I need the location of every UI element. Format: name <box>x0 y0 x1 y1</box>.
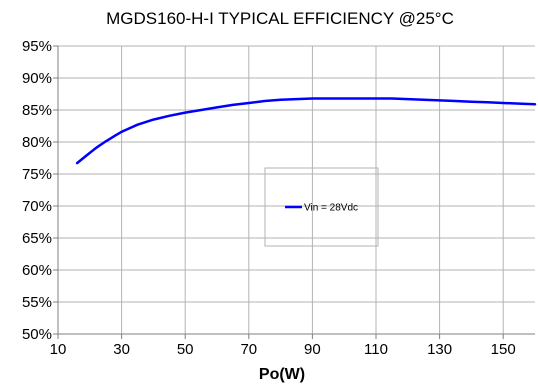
legend-label: Vin = 28Vdc <box>304 203 358 214</box>
legend: Vin = 28Vdc <box>264 167 379 247</box>
y-tick-label: 90% <box>22 70 52 87</box>
x-tick-label: 130 <box>427 341 452 358</box>
x-axis-label: Po(W) <box>259 366 305 383</box>
y-tick-label: 60% <box>22 262 52 279</box>
tick-labels: 50% 55% 60% 65% 70% 75% 80% 85% 90% 95% 10 30 50 70 90… <box>22 38 516 358</box>
x-tick-label: 110 <box>364 341 388 358</box>
series-layer <box>75 97 537 165</box>
x-tick-label: 90 <box>304 341 321 358</box>
y-tick-label: 80% <box>22 134 52 151</box>
y-tick-label: 65% <box>22 230 52 247</box>
y-tick-label: 55% <box>22 294 52 311</box>
y-tick-label: 95% <box>22 38 52 55</box>
x-tick-label: 50 <box>177 341 194 358</box>
legend-box <box>264 167 379 247</box>
grid-lines <box>57 45 535 335</box>
x-tick-label: 150 <box>491 341 516 358</box>
series-line <box>75 97 537 165</box>
axes <box>53 45 535 339</box>
y-tick-label: 85% <box>22 102 52 119</box>
y-tick-label: 70% <box>22 198 52 215</box>
x-tick-label: 70 <box>240 341 257 358</box>
y-tick-label: 75% <box>22 166 52 183</box>
x-tick-label: 10 <box>50 341 67 358</box>
chart-title: MGDS160-H-I TYPICAL EFFICIENCY @25°C <box>106 9 454 28</box>
x-tick-label: 30 <box>113 341 130 358</box>
y-tick-label: 50% <box>22 326 52 343</box>
